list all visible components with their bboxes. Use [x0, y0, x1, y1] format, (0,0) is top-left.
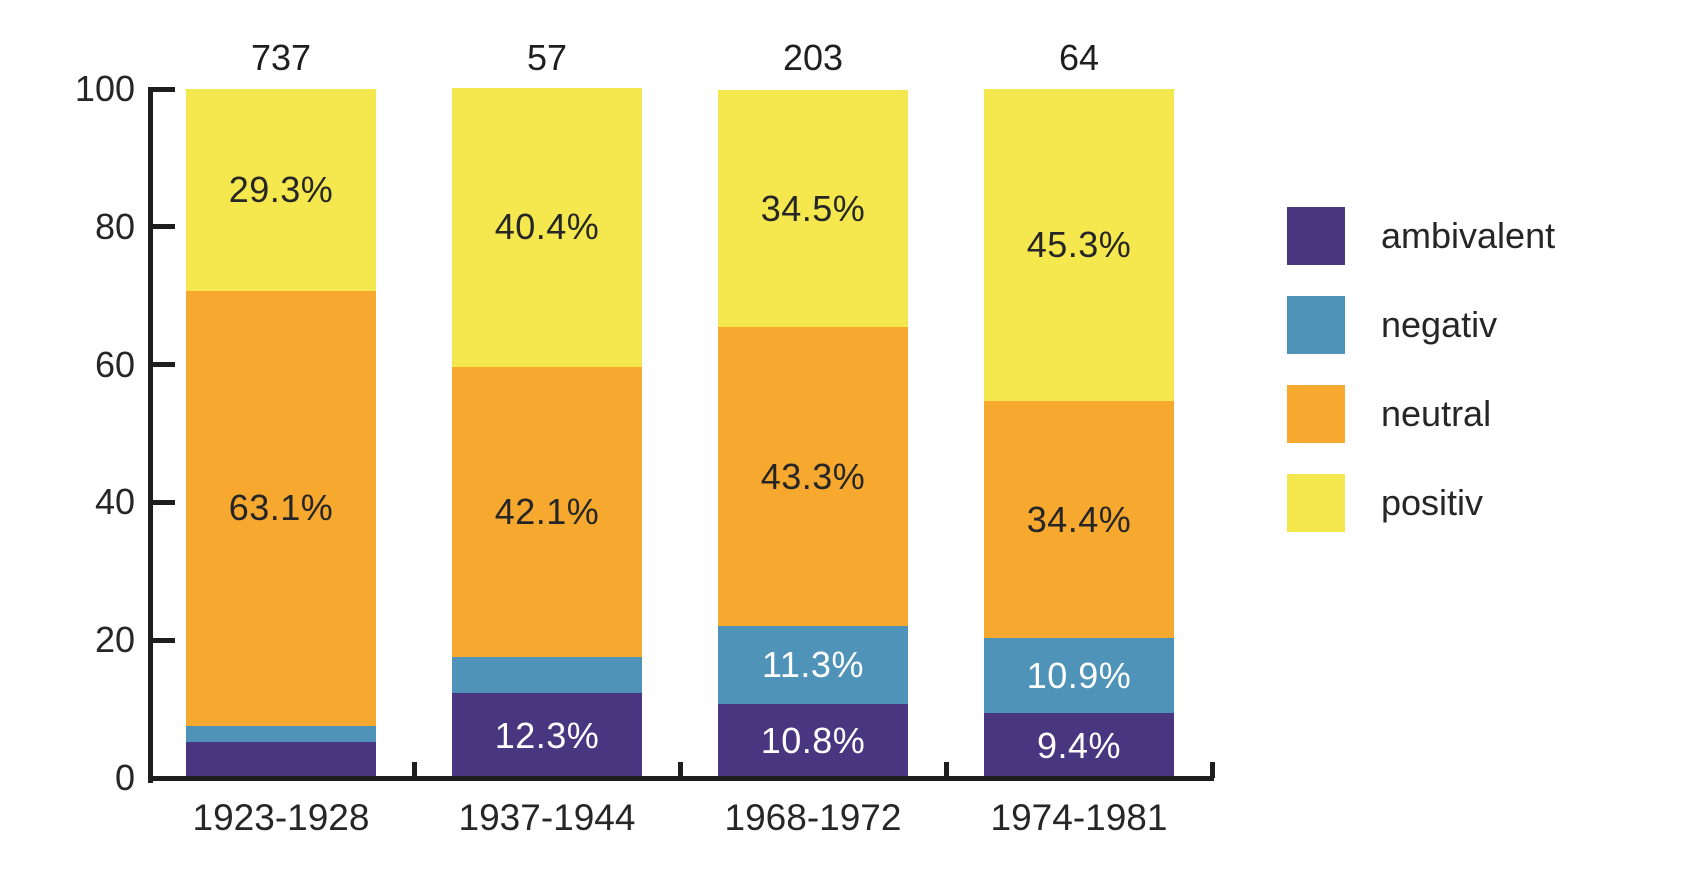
x-axis-line — [148, 776, 1214, 781]
y-axis-tick-label: 100 — [74, 68, 135, 109]
segment-value-label: 45.3% — [1026, 224, 1132, 266]
segment-value-label: 10.8% — [760, 719, 866, 761]
legend-item-neutral: neutral — [1287, 385, 1555, 443]
y-axis-tick — [148, 224, 175, 230]
legend-swatch-positiv — [1287, 474, 1345, 532]
bar-segment-neutral: 63.1% — [186, 290, 376, 726]
bar-segment-ambivalent: 12.3% — [452, 693, 642, 778]
x-axis-tick — [1209, 762, 1215, 778]
legend-swatch-negativ — [1287, 296, 1345, 354]
segment-value-label: 63.1% — [228, 487, 334, 529]
y-axis-tick-label: 60 — [94, 343, 135, 385]
y-axis-tick-label: 0 — [114, 757, 135, 798]
y-axis-line — [148, 87, 153, 783]
legend-item-ambivalent: ambivalent — [1287, 207, 1555, 265]
x-axis-category-label: 1937-1944 — [458, 797, 636, 838]
segment-value-label: 9.4% — [1036, 724, 1122, 766]
segment-value-label: 40.4% — [494, 206, 600, 248]
bar-count-label: 737 — [250, 37, 312, 78]
bar-segment-neutral: 42.1% — [452, 366, 642, 657]
bar-count-label: 57 — [526, 37, 568, 78]
x-axis-tick — [943, 762, 949, 778]
bar-segment-negativ: 11.3% — [718, 625, 908, 704]
legend-label-negativ: negativ — [1381, 304, 1498, 345]
segment-value-label: 10.9% — [1026, 654, 1132, 696]
bar-segment-positiv: 45.3% — [984, 89, 1174, 402]
bar-segment-positiv: 29.3% — [186, 89, 376, 291]
legend-item-positiv: positiv — [1287, 474, 1555, 532]
x-axis-tick — [411, 762, 417, 778]
x-axis-tick — [677, 762, 683, 778]
bar-segment-ambivalent: 9.4% — [984, 713, 1174, 778]
legend-label-ambivalent: ambivalent — [1381, 215, 1556, 256]
y-axis-tick — [148, 775, 175, 781]
bar-segment-neutral: 34.4% — [984, 401, 1174, 639]
legend-label-positiv: positiv — [1381, 482, 1484, 523]
bar-segment-positiv: 34.5% — [718, 89, 908, 328]
bar-segment-positiv: 40.4% — [452, 88, 642, 367]
bar-segment-ambivalent — [186, 742, 376, 778]
segment-value-label: 11.3% — [762, 643, 864, 685]
segment-value-label: 12.3% — [494, 714, 600, 756]
x-axis-category-label: 1968-1972 — [724, 797, 902, 838]
y-axis-tick-label: 20 — [94, 619, 135, 661]
y-axis-tick — [148, 86, 175, 92]
x-axis-category-label: 1974-1981 — [990, 797, 1168, 838]
bar-count-label: 203 — [782, 37, 844, 78]
segment-value-label: 42.1% — [494, 490, 600, 532]
y-axis-tick — [148, 637, 175, 643]
x-axis-category-label: 1923-1928 — [192, 797, 370, 838]
bar-segment-ambivalent: 10.8% — [718, 703, 908, 778]
segment-value-label: 43.3% — [760, 455, 866, 497]
y-axis-tick — [148, 362, 175, 368]
bar-segment-negativ — [186, 725, 376, 743]
segment-value-label: 29.3% — [228, 168, 334, 210]
legend-swatch-ambivalent — [1287, 207, 1345, 265]
bar-count-label: 64 — [1058, 37, 1100, 78]
bar-segment-negativ — [452, 656, 642, 694]
y-axis-tick — [148, 499, 175, 505]
legend: ambivalent negativ neutral positiv — [1287, 207, 1555, 532]
legend-item-negativ: negativ — [1287, 296, 1555, 354]
segment-value-label: 34.5% — [760, 187, 866, 229]
segment-value-label: 34.4% — [1026, 498, 1132, 540]
legend-swatch-neutral — [1287, 385, 1345, 443]
y-axis-tick-label: 80 — [94, 205, 135, 247]
y-axis-tick-label: 40 — [94, 481, 135, 523]
bar-segment-neutral: 43.3% — [718, 327, 908, 626]
bar-segment-negativ: 10.9% — [984, 638, 1174, 714]
legend-label-neutral: neutral — [1381, 393, 1492, 434]
